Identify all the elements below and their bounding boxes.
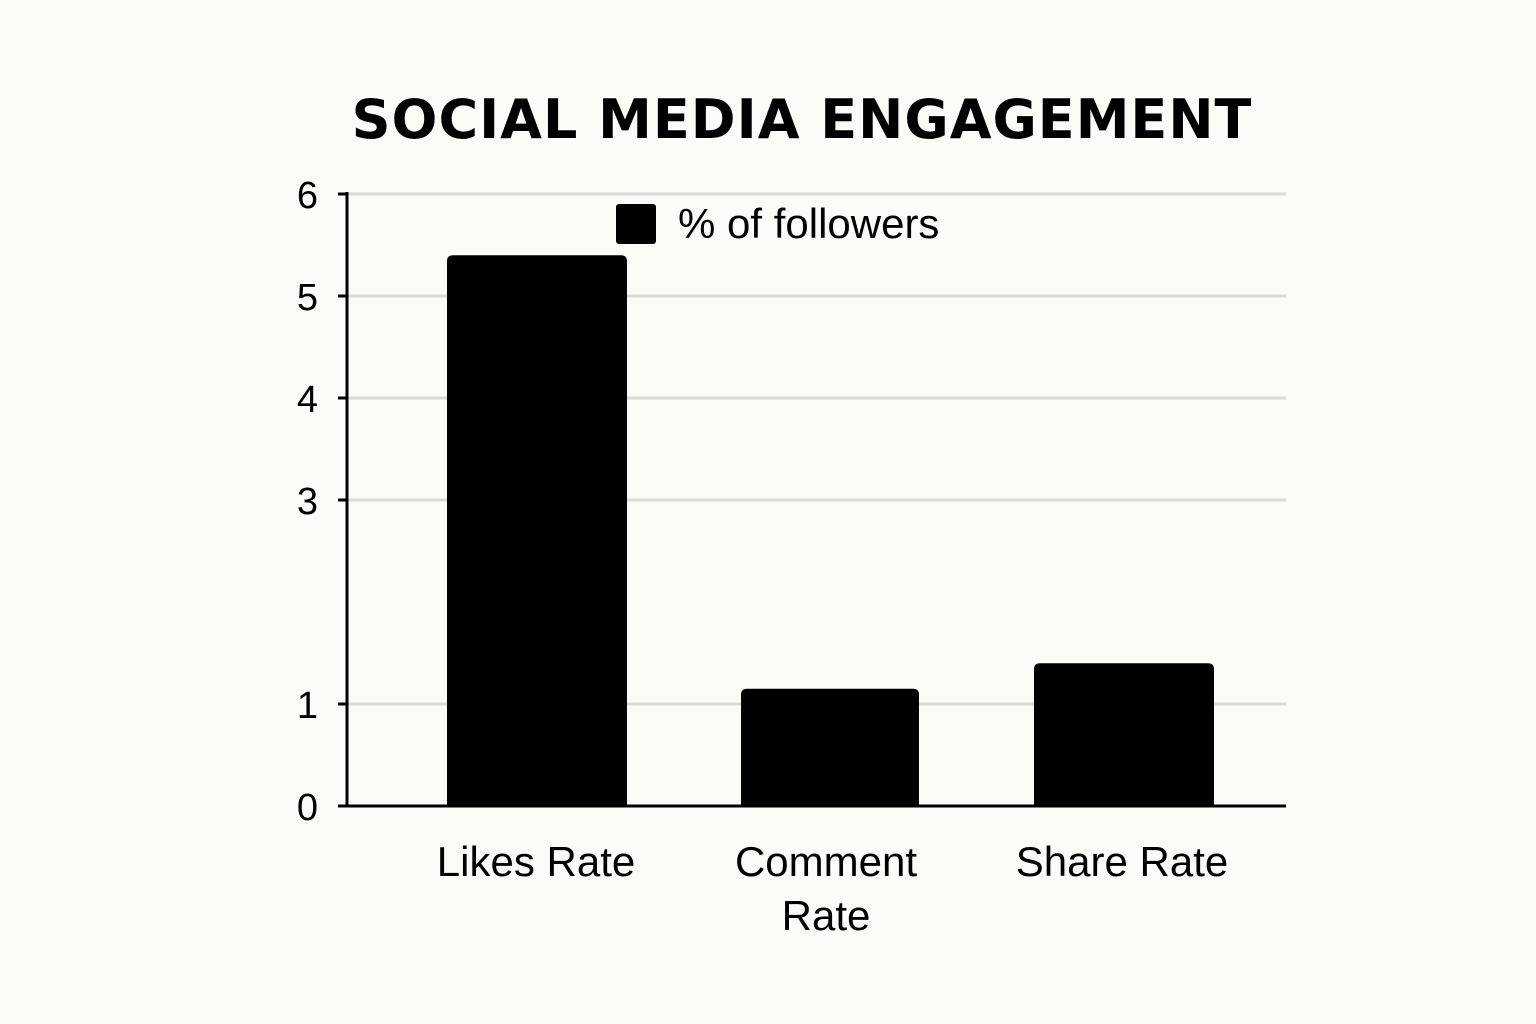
- y-tick-label: 1: [297, 685, 318, 727]
- chart-title: SOCIAL MEDIA ENGAGEMENT: [351, 88, 1253, 151]
- x-tick-label: Comment Rate: [735, 838, 917, 939]
- y-tick-label: 4: [297, 379, 318, 421]
- bar: [741, 688, 919, 806]
- bar: [447, 255, 627, 806]
- y-tick-label: 3: [297, 481, 318, 523]
- bar: [1034, 663, 1214, 806]
- y-tick-label: 0: [297, 787, 318, 829]
- legend: % of followers: [616, 200, 939, 248]
- legend-label: % of followers: [678, 200, 940, 247]
- legend-swatch: [616, 204, 656, 244]
- y-tick-label: 5: [297, 277, 318, 319]
- x-tick-label: Share Rate: [1016, 838, 1228, 885]
- x-tick-label: Likes Rate: [437, 838, 635, 885]
- y-tick-label: 6: [297, 175, 318, 217]
